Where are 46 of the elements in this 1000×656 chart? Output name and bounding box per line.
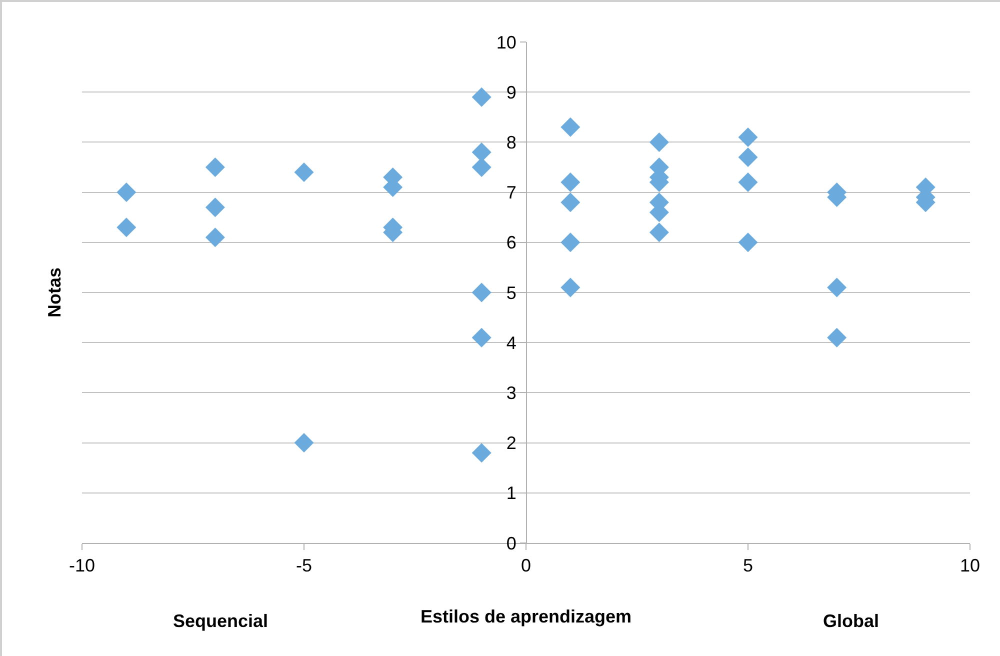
y-tick-label: 7: [506, 182, 516, 203]
point: [472, 282, 492, 302]
point: [738, 232, 758, 252]
y-tick-label: 10: [496, 32, 516, 52]
y-tick-label: 5: [506, 282, 516, 303]
point: [205, 198, 225, 218]
y-tick-label: 0: [506, 533, 516, 554]
point: [116, 218, 136, 238]
point: [205, 158, 225, 177]
point: [294, 433, 314, 453]
x-tick-label: 5: [742, 556, 754, 576]
point: [560, 117, 580, 137]
point: [472, 328, 492, 348]
text: Global: [823, 611, 880, 631]
text: Sequencial: [173, 611, 268, 631]
point: [649, 222, 669, 242]
y-tick-label: 3: [506, 383, 516, 403]
point: [560, 192, 580, 212]
point: [472, 158, 492, 177]
y-axis-title: Notas: [44, 268, 65, 318]
point: [560, 172, 580, 192]
point: [738, 172, 758, 192]
point: [827, 328, 847, 348]
y-tick-label: 1: [506, 483, 516, 504]
y-tick-label: 6: [506, 232, 516, 253]
x-tick-label: 0: [520, 556, 532, 576]
point: [649, 132, 669, 152]
x-axis-title: Estilos de aprendizagem: [420, 606, 632, 627]
point: [472, 142, 492, 162]
point: [738, 147, 758, 167]
y-tick-label: 2: [506, 433, 516, 454]
y-tick-label: 9: [506, 82, 516, 102]
point: [472, 443, 492, 463]
point: [827, 278, 847, 298]
point: [472, 87, 492, 107]
point: [205, 228, 225, 248]
y-tick-label: 4: [506, 332, 516, 353]
point: [294, 162, 314, 182]
point: [738, 127, 758, 147]
point: [116, 182, 136, 202]
point: [560, 278, 580, 298]
x-tick-label: 10: [960, 556, 980, 576]
y-tick-label: 8: [506, 132, 516, 152]
x-tick-label: -5: [296, 556, 312, 576]
x-tick-label: -10: [68, 556, 96, 576]
point: [560, 232, 580, 252]
